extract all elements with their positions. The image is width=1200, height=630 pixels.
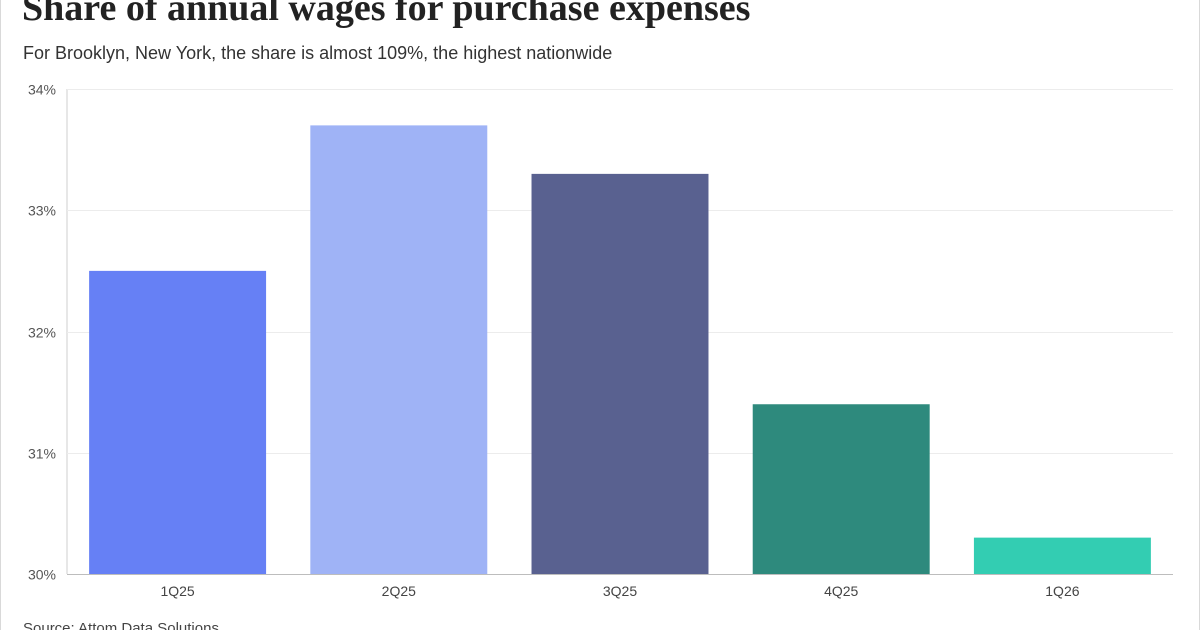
chart-subtitle: For Brooklyn, New York, the share is alm… xyxy=(23,43,613,63)
bar-2q25 xyxy=(310,125,488,574)
x-tick-label: 4Q25 xyxy=(824,583,858,599)
y-tick-label: 31% xyxy=(28,446,56,462)
bar-1q25 xyxy=(89,270,267,574)
left-border xyxy=(0,0,1,630)
chart-title: Share of annual wages for purchase expen… xyxy=(22,0,751,29)
y-tick-label: 30% xyxy=(28,567,56,583)
bar-1q26 xyxy=(973,537,1151,574)
source-note: Source: Attom Data Solutions xyxy=(23,620,219,630)
x-tick-label: 1Q26 xyxy=(1045,583,1079,599)
x-tick-label: 2Q25 xyxy=(382,583,416,599)
y-tick-label: 33% xyxy=(28,203,56,219)
bar-3q25 xyxy=(531,173,709,574)
y-tick-label: 34% xyxy=(28,82,56,98)
x-tick-label: 3Q25 xyxy=(603,583,637,599)
y-tick-label: 32% xyxy=(28,325,56,341)
bar-4q25 xyxy=(752,404,930,574)
x-tick-label: 1Q25 xyxy=(160,583,194,599)
